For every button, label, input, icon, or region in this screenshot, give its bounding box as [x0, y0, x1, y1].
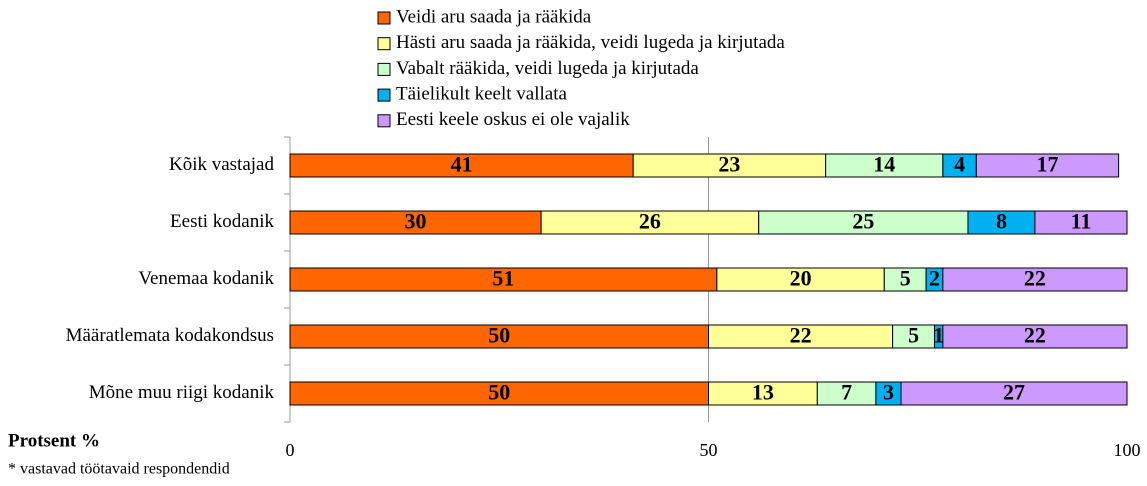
data-label: 5 — [900, 266, 911, 291]
legend-label: Hästi aru saada ja rääkida, veidi lugeda… — [396, 32, 785, 53]
data-label: 5 — [908, 323, 919, 348]
data-label: 1 — [933, 323, 944, 348]
data-label: 17 — [1036, 152, 1058, 177]
bar-segment — [975, 153, 1120, 178]
bar-segment — [942, 324, 1128, 349]
x-tick-label: 0 — [286, 440, 295, 460]
legend-label: Eesti keele oskus ei ole vajalik — [396, 109, 630, 130]
data-label: 11 — [1071, 209, 1092, 234]
data-label: 26 — [639, 209, 661, 234]
axis-label: Protsent % — [8, 430, 100, 451]
category-label: Kõik vastajad — [169, 154, 275, 175]
data-label: 2 — [929, 266, 940, 291]
bar-segment — [942, 267, 1128, 292]
x-tick-label: 100 — [1114, 440, 1141, 460]
data-label: 23 — [718, 152, 740, 177]
legend-swatch — [377, 88, 391, 102]
data-label: 22 — [790, 323, 812, 348]
data-label: 51 — [492, 266, 514, 291]
category-label: Mõne muu riigi kodanik — [89, 382, 275, 403]
data-label: 4 — [954, 152, 965, 177]
category-label: Venemaa kodanik — [138, 268, 274, 289]
data-label: 8 — [996, 209, 1007, 234]
bar-segment — [900, 381, 1128, 406]
data-label: 7 — [841, 380, 852, 405]
legend-swatch — [377, 37, 391, 51]
legend-label: Vabalt rääkida, veidi lugeda ja kirjutad… — [396, 58, 699, 79]
data-label: 27 — [1003, 380, 1025, 405]
data-label: 30 — [405, 209, 427, 234]
data-label: 13 — [752, 380, 774, 405]
data-label: 20 — [790, 266, 812, 291]
bar-segment — [1034, 210, 1128, 235]
legend-label: Veidi aru saada ja rääkida — [396, 6, 592, 27]
footnote: * vastavad töötavaid respondendid — [8, 461, 230, 478]
legend-swatch — [377, 62, 391, 76]
x-tick-label: 50 — [700, 440, 718, 460]
legend-swatch — [377, 114, 391, 128]
legend-label: Täielikult keelt vallata — [396, 83, 567, 104]
data-label: 22 — [1024, 266, 1046, 291]
data-label: 25 — [852, 209, 874, 234]
data-label: 50 — [488, 323, 510, 348]
category-label: Määratlemata kodakondsus — [66, 325, 274, 346]
data-label: 3 — [883, 380, 894, 405]
data-label: 22 — [1024, 323, 1046, 348]
category-label: Eesti kodanik — [170, 211, 274, 232]
legend-swatch — [377, 11, 391, 25]
data-label: 41 — [451, 152, 473, 177]
data-label: 14 — [873, 152, 895, 177]
data-label: 50 — [488, 380, 510, 405]
